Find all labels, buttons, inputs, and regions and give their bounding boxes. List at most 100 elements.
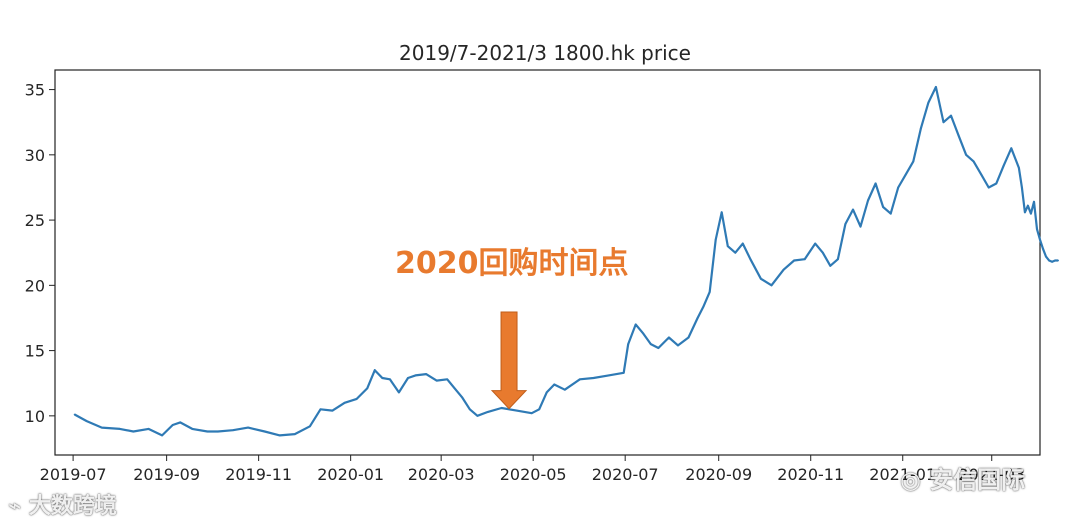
price-point: [897, 186, 900, 189]
price-point: [741, 242, 744, 245]
price-point: [206, 430, 209, 433]
price-point: [453, 387, 456, 390]
chart-title: 2019/7-2021/3 1800.hk price: [399, 41, 691, 65]
price-point: [714, 238, 717, 241]
price-point: [1018, 167, 1020, 169]
price-point: [343, 401, 346, 404]
price-point: [821, 251, 824, 254]
y-tick-label: 30: [25, 146, 45, 165]
y-tick-label: 10: [25, 407, 45, 426]
price-point: [1027, 204, 1029, 207]
price-point: [171, 424, 174, 426]
price-point: [760, 277, 762, 280]
x-tick-label: 2020-05: [500, 465, 567, 484]
price-point: [1048, 259, 1050, 262]
x-tick-label: 2019-09: [133, 465, 200, 484]
y-tick-label: 35: [25, 81, 45, 100]
down-arrow-icon: [490, 311, 528, 410]
price-point: [889, 212, 892, 215]
price-point: [912, 160, 915, 163]
price-point: [634, 323, 637, 326]
price-point: [191, 428, 194, 430]
price-point: [263, 430, 266, 433]
price-point: [398, 391, 400, 394]
price-point: [538, 408, 541, 411]
price-point: [1057, 259, 1059, 262]
price-point: [749, 258, 752, 261]
price-point: [793, 259, 795, 262]
price-point: [446, 378, 449, 381]
watermark-bottom-left-text: 大数跨境: [28, 494, 117, 519]
price-point: [942, 121, 945, 124]
price-point: [829, 264, 832, 267]
price-point: [85, 420, 88, 422]
price-point: [132, 430, 135, 433]
annotation: 2020回购时间点: [395, 246, 629, 410]
price-point: [579, 378, 581, 381]
price-point: [1054, 259, 1056, 262]
price-point: [627, 343, 630, 345]
price-point: [1024, 211, 1026, 214]
price-point: [965, 153, 967, 156]
price-series-line: [74, 85, 1020, 437]
price-point: [687, 336, 690, 339]
price-point: [726, 245, 729, 248]
price-point: [73, 413, 76, 416]
price-point: [500, 407, 503, 409]
x-tick-label: 2019-07: [40, 465, 107, 484]
price-point: [980, 173, 983, 176]
price-point: [950, 114, 952, 117]
price-point: [425, 373, 427, 375]
price-point: [995, 182, 998, 185]
price-point: [1042, 247, 1044, 250]
price-point: [919, 127, 922, 130]
price-point: [119, 428, 121, 430]
x-tick-label: 2020-11: [777, 465, 844, 484]
price-point: [461, 396, 464, 399]
price-point: [278, 434, 281, 437]
price-point: [668, 336, 670, 339]
price-point: [927, 101, 930, 104]
price-point: [407, 377, 409, 379]
price-point: [657, 347, 660, 349]
price-point: [987, 186, 990, 189]
price-point: [867, 199, 869, 202]
price-point: [232, 429, 234, 432]
price-point: [957, 134, 960, 137]
price-point: [563, 388, 566, 391]
price-point: [1051, 260, 1053, 263]
wechat-icon: ◎: [900, 466, 921, 494]
price-point: [814, 242, 817, 245]
price-point: [677, 344, 679, 347]
price-point: [435, 379, 438, 382]
price-point: [770, 284, 773, 287]
price-point: [1036, 228, 1038, 231]
price-point: [607, 374, 610, 377]
y-tick-label: 25: [25, 211, 45, 230]
price-point: [247, 426, 250, 429]
x-tick-label: 2021-03: [958, 465, 1025, 484]
price-point: [355, 398, 358, 400]
price-point: [147, 428, 150, 430]
price-point: [837, 258, 839, 261]
price-point: [1039, 238, 1041, 241]
price-point: [803, 258, 806, 261]
price-point: [734, 251, 737, 254]
axes: 10 15 20 25 30 35 2019-07 2019-09 2019-11 2020-01…: [25, 69, 1041, 484]
price-point: [179, 421, 182, 424]
x-tick-label: 2020-07: [592, 465, 659, 484]
price-point: [859, 225, 862, 228]
price-point: [373, 369, 376, 372]
price-point: [852, 208, 854, 211]
price-point: [882, 206, 884, 208]
price-point: [702, 305, 705, 308]
price-point: [515, 409, 518, 412]
price-point: [844, 223, 847, 225]
price-point: [217, 430, 219, 433]
price-point: [476, 414, 479, 417]
y-tick-label: 20: [25, 276, 45, 295]
price-point: [1002, 164, 1005, 167]
price-point: [1030, 212, 1032, 215]
